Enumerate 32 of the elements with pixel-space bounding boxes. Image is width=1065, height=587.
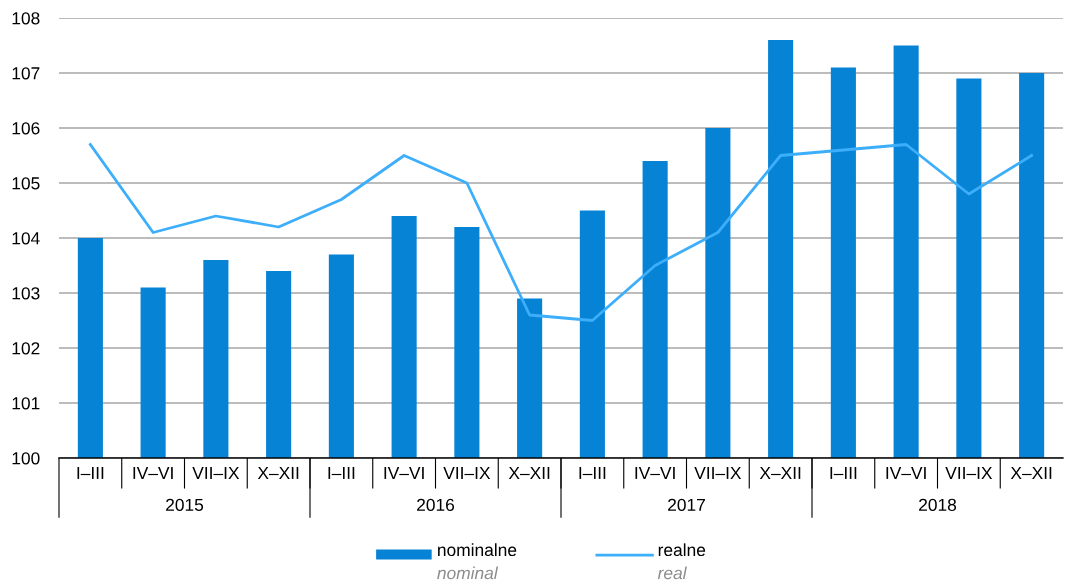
y-tick-label: 107: [12, 67, 40, 80]
line-series: [88, 143, 1034, 322]
legend-label: nominalne nominal: [437, 543, 517, 580]
x-tick-label: IV–VI: [635, 466, 675, 479]
x-tick-label: VII–IX: [945, 466, 993, 479]
x-tick-label: VII–IX: [192, 466, 240, 479]
x-tick-label: I–III: [830, 466, 857, 479]
x-tick-label: X–XII: [508, 466, 550, 479]
text: 2015: [166, 498, 204, 512]
x-tick-label: VII–IX: [443, 466, 491, 479]
y-tick-label: 103: [12, 287, 40, 300]
y-tick-label: 104: [12, 232, 40, 245]
y-tick-label: 100: [12, 452, 40, 465]
y-tick-label: 102: [12, 342, 40, 355]
x-tick-label: IV–VI: [886, 466, 926, 479]
y-tick-label: 101: [12, 397, 40, 410]
x-tick-label: VII–IX: [694, 466, 742, 479]
x-tick-label: I–III: [77, 466, 104, 479]
y-tick-label: 106: [12, 122, 40, 135]
x-tick-label: X–XII: [257, 466, 299, 479]
x-tick-label: IV–VI: [384, 466, 424, 479]
x-tick-label: IV–VI: [133, 466, 173, 479]
x-tick-label: X–XII: [1010, 466, 1052, 479]
x-tick-label: I–III: [579, 466, 606, 479]
text: 2018: [919, 498, 957, 512]
x-tick-label: I–III: [328, 466, 355, 479]
y-tick-label: 108: [12, 12, 40, 25]
x-tick-label: X–XII: [759, 466, 801, 479]
text: 2017: [668, 498, 705, 512]
text: 2016: [417, 498, 455, 512]
legend-label: realne real: [657, 543, 706, 580]
y-tick-label: 105: [12, 177, 40, 190]
